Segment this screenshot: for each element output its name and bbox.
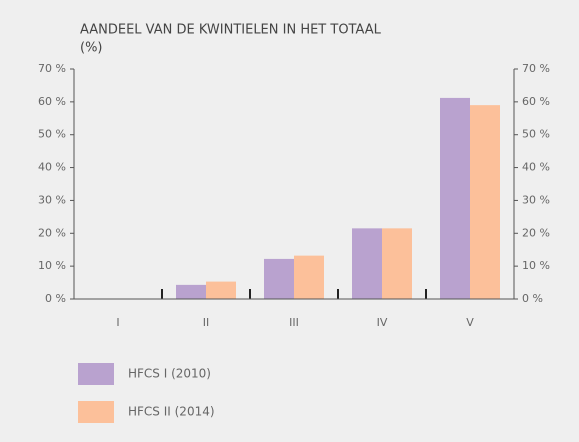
bar xyxy=(176,284,206,299)
bar xyxy=(470,105,500,300)
x-tick-label: V xyxy=(466,316,474,329)
x-tick-label: III xyxy=(289,316,299,329)
x-tick-label: II xyxy=(203,316,210,329)
x-tick-label: I xyxy=(116,316,119,329)
y-tick-label: 70 % xyxy=(38,62,66,75)
y-tick-label: 10 % xyxy=(38,259,66,272)
y2-tick-label: 30 % xyxy=(522,193,550,206)
bar xyxy=(440,97,470,300)
legend-label: HFCS II (2014) xyxy=(128,405,215,419)
legend-swatch xyxy=(78,401,114,423)
y2-tick-label: 50 % xyxy=(522,128,550,141)
y2-tick-label: 60 % xyxy=(522,95,550,108)
y2-tick-label: 70 % xyxy=(522,62,550,75)
chart-subtitle: (%) xyxy=(80,41,103,56)
bar xyxy=(264,258,294,299)
y-tick-label: 20 % xyxy=(38,226,66,239)
legend-swatch xyxy=(78,363,114,385)
y-tick-label: 60 % xyxy=(38,95,66,108)
y-tick-label: 30 % xyxy=(38,193,66,206)
bar xyxy=(382,228,412,299)
x-tick-label: IV xyxy=(377,316,388,329)
y-tick-label: 40 % xyxy=(38,161,66,174)
legend-label: HFCS I (2010) xyxy=(128,367,211,381)
bar xyxy=(206,281,236,299)
y2-tick-label: 20 % xyxy=(522,226,550,239)
bar xyxy=(352,228,382,299)
y2-tick-label: 0 % xyxy=(522,292,543,305)
bar xyxy=(294,255,324,299)
y-tick-label: 0 % xyxy=(45,292,66,305)
y2-tick-label: 10 % xyxy=(522,259,550,272)
y2-tick-label: 40 % xyxy=(522,161,550,174)
chart-title: AANDEEL VAN DE KWINTIELEN IN HET TOTAAL xyxy=(80,23,382,38)
y-tick-label: 50 % xyxy=(38,128,66,141)
